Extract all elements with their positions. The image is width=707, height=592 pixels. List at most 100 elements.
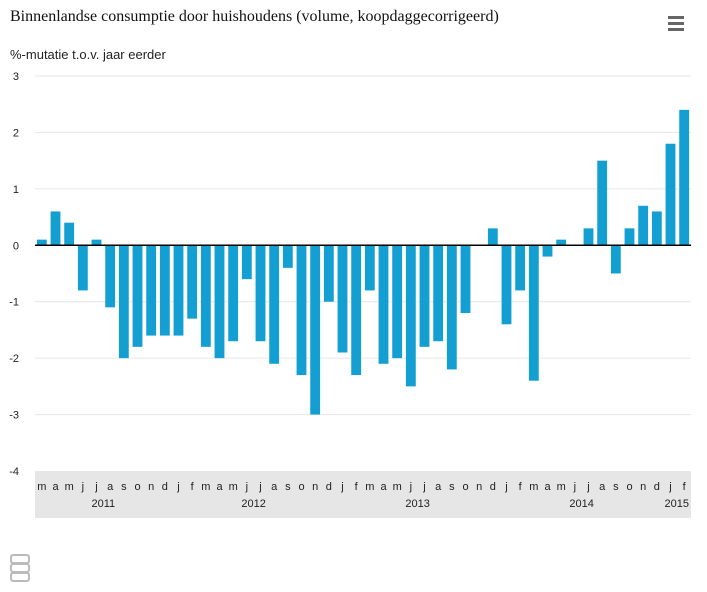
bar	[200, 245, 211, 347]
bar	[597, 160, 608, 246]
bar	[419, 245, 430, 347]
bar	[528, 245, 539, 381]
x-tick-label: o	[134, 481, 140, 493]
x-tick-label: m	[365, 481, 374, 493]
bar	[50, 211, 61, 246]
year-label: 2014	[569, 498, 593, 510]
x-tick-label: d	[490, 481, 496, 493]
x-tick-label: s	[613, 481, 619, 493]
x-tick-label: o	[626, 481, 632, 493]
year-label: 2011	[92, 498, 116, 510]
bar	[583, 228, 594, 246]
bar	[323, 245, 334, 302]
x-tick-label: n	[476, 481, 482, 493]
y-axis-label: %-mutatie t.o.v. jaar eerder	[10, 47, 166, 62]
bar	[118, 245, 129, 359]
bar	[460, 245, 471, 313]
y-tick-label: -3	[9, 410, 19, 422]
bar	[392, 245, 403, 359]
y-tick-label: 2	[13, 127, 19, 139]
bar	[241, 245, 252, 280]
x-tick-label: j	[586, 481, 589, 493]
x-tick-label: a	[380, 481, 387, 493]
bar	[64, 222, 75, 246]
y-tick-label: -1	[9, 297, 19, 309]
hamburger-menu-icon[interactable]	[668, 16, 684, 32]
x-tick-label: a	[216, 481, 223, 493]
x-tick-label: j	[340, 481, 343, 493]
bar	[351, 245, 362, 376]
x-tick-label: n	[312, 481, 318, 493]
bar	[36, 239, 47, 246]
year-label: 2012	[241, 498, 265, 510]
x-tick-label: j	[258, 481, 261, 493]
cbs-logo-icon	[10, 554, 30, 582]
bar	[665, 143, 676, 246]
x-tick-label: d	[654, 481, 660, 493]
x-tick-label: m	[65, 481, 74, 493]
chart-title: Binnenlandse consumptie door huishoudens…	[10, 8, 499, 25]
x-tick-label: m	[201, 481, 210, 493]
x-tick-label: j	[422, 481, 425, 493]
bar	[433, 245, 444, 342]
x-tick-label: a	[271, 481, 278, 493]
x-tick-label: j	[176, 481, 179, 493]
bar	[187, 245, 198, 319]
x-tick-label: j	[573, 481, 576, 493]
x-tick-label: f	[191, 481, 195, 493]
x-tick-label: m	[557, 481, 566, 493]
bar	[214, 245, 225, 359]
bar	[542, 245, 553, 257]
x-axis-band	[35, 471, 691, 518]
bar	[638, 205, 649, 246]
bar	[446, 245, 457, 370]
x-tick-label: a	[435, 481, 442, 493]
bar	[173, 245, 184, 336]
bar	[378, 245, 389, 364]
bar	[405, 245, 416, 387]
x-tick-label: n	[640, 481, 646, 493]
y-tick-label: 0	[13, 240, 19, 252]
bar	[515, 245, 526, 291]
x-tick-label: d	[162, 481, 168, 493]
x-tick-label: j	[668, 481, 671, 493]
x-tick-label: s	[285, 481, 291, 493]
x-tick-label: j	[409, 481, 412, 493]
y-tick-label: -2	[9, 353, 19, 365]
bar	[679, 109, 690, 246]
bar	[105, 245, 116, 308]
bar	[364, 245, 375, 291]
x-tick-label: j	[94, 481, 97, 493]
bar	[310, 245, 321, 415]
bar	[487, 228, 498, 246]
y-tick-label: 1	[13, 184, 19, 196]
bar	[501, 245, 512, 325]
x-tick-label: a	[107, 481, 114, 493]
bar	[146, 245, 157, 336]
bar	[132, 245, 143, 347]
bar	[269, 245, 280, 364]
x-tick-label: a	[52, 481, 59, 493]
bar	[610, 245, 621, 274]
bar	[556, 239, 567, 246]
bar	[91, 239, 102, 246]
bar	[159, 245, 170, 336]
bar	[337, 245, 348, 353]
x-tick-label: j	[81, 481, 84, 493]
x-tick-label: n	[148, 481, 154, 493]
y-tick-label: 3	[13, 71, 19, 83]
bar	[77, 245, 88, 291]
x-tick-label: m	[393, 481, 402, 493]
x-tick-label: s	[121, 481, 127, 493]
year-label: 2013	[405, 498, 429, 510]
x-tick-label: f	[683, 481, 687, 493]
x-tick-label: a	[599, 481, 606, 493]
bar	[255, 245, 266, 342]
x-tick-label: o	[462, 481, 468, 493]
bar	[296, 245, 307, 376]
x-tick-label: d	[326, 481, 332, 493]
x-tick-label: m	[229, 481, 238, 493]
x-tick-label: o	[298, 481, 304, 493]
x-tick-label: j	[245, 481, 248, 493]
